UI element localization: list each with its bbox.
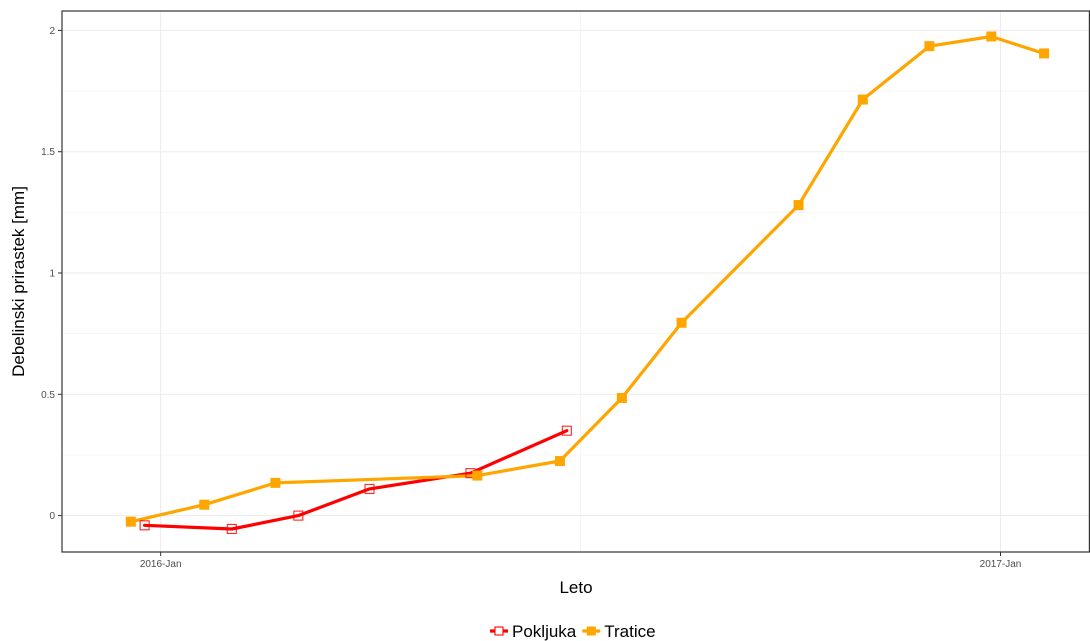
x-tick-label: 2017-Jan [980, 559, 1022, 570]
plot-panel-border [61, 10, 1090, 553]
legend: Pokljuka Tratice [490, 622, 656, 641]
legend-label-tratice: Tratice [604, 622, 655, 641]
legend-label-pokljuka: Pokljuka [512, 622, 577, 641]
data-point-tratice [616, 392, 627, 403]
data-point-pokljuka [139, 520, 150, 531]
y-axis-title: Debelinski prirastek [mm] [9, 186, 28, 377]
series-line-tratice [129, 34, 1046, 524]
y-tick-label: 2 [49, 26, 55, 37]
y-axis-ticks: 0 0.5 1 1.5 2 [41, 26, 62, 522]
minor-gridlines [62, 11, 1090, 552]
data-point-tratice [199, 499, 210, 510]
data-point-tratice [924, 41, 935, 52]
data-point-pokljuka [561, 425, 572, 436]
data-point-pokljuka [226, 523, 237, 535]
legend-marker-pokljuka [494, 626, 504, 636]
data-point-tratice [793, 200, 804, 211]
y-tick-label: 0 [49, 511, 55, 522]
x-axis-ticks: 2016-Jan 2017-Jan [140, 552, 1022, 570]
data-point-tratice [857, 94, 868, 105]
legend-key-tratice: Tratice [582, 622, 656, 641]
data-point-tratice [125, 516, 136, 527]
data-point-tratice [986, 31, 997, 42]
x-axis-title: Leto [559, 578, 592, 597]
data-point-tratice [676, 317, 687, 328]
y-tick-label: 1.5 [41, 147, 55, 158]
x-tick-label: 2016-Jan [140, 559, 182, 570]
series-line-pokljuka [143, 429, 569, 531]
data-point-pokljuka [293, 510, 304, 521]
legend-marker-tratice [586, 626, 596, 636]
y-tick-label: 1 [49, 269, 55, 280]
data-point-tratice [270, 477, 281, 488]
legend-key-pokljuka: Pokljuka [490, 622, 577, 641]
major-gridlines [62, 11, 1090, 552]
data-point-tratice [554, 456, 565, 467]
data-point-tratice [1039, 48, 1050, 59]
data-point-tratice [472, 470, 483, 481]
y-tick-label: 0.5 [41, 390, 55, 401]
data-point-pokljuka [364, 483, 375, 494]
series-layer [125, 31, 1050, 535]
